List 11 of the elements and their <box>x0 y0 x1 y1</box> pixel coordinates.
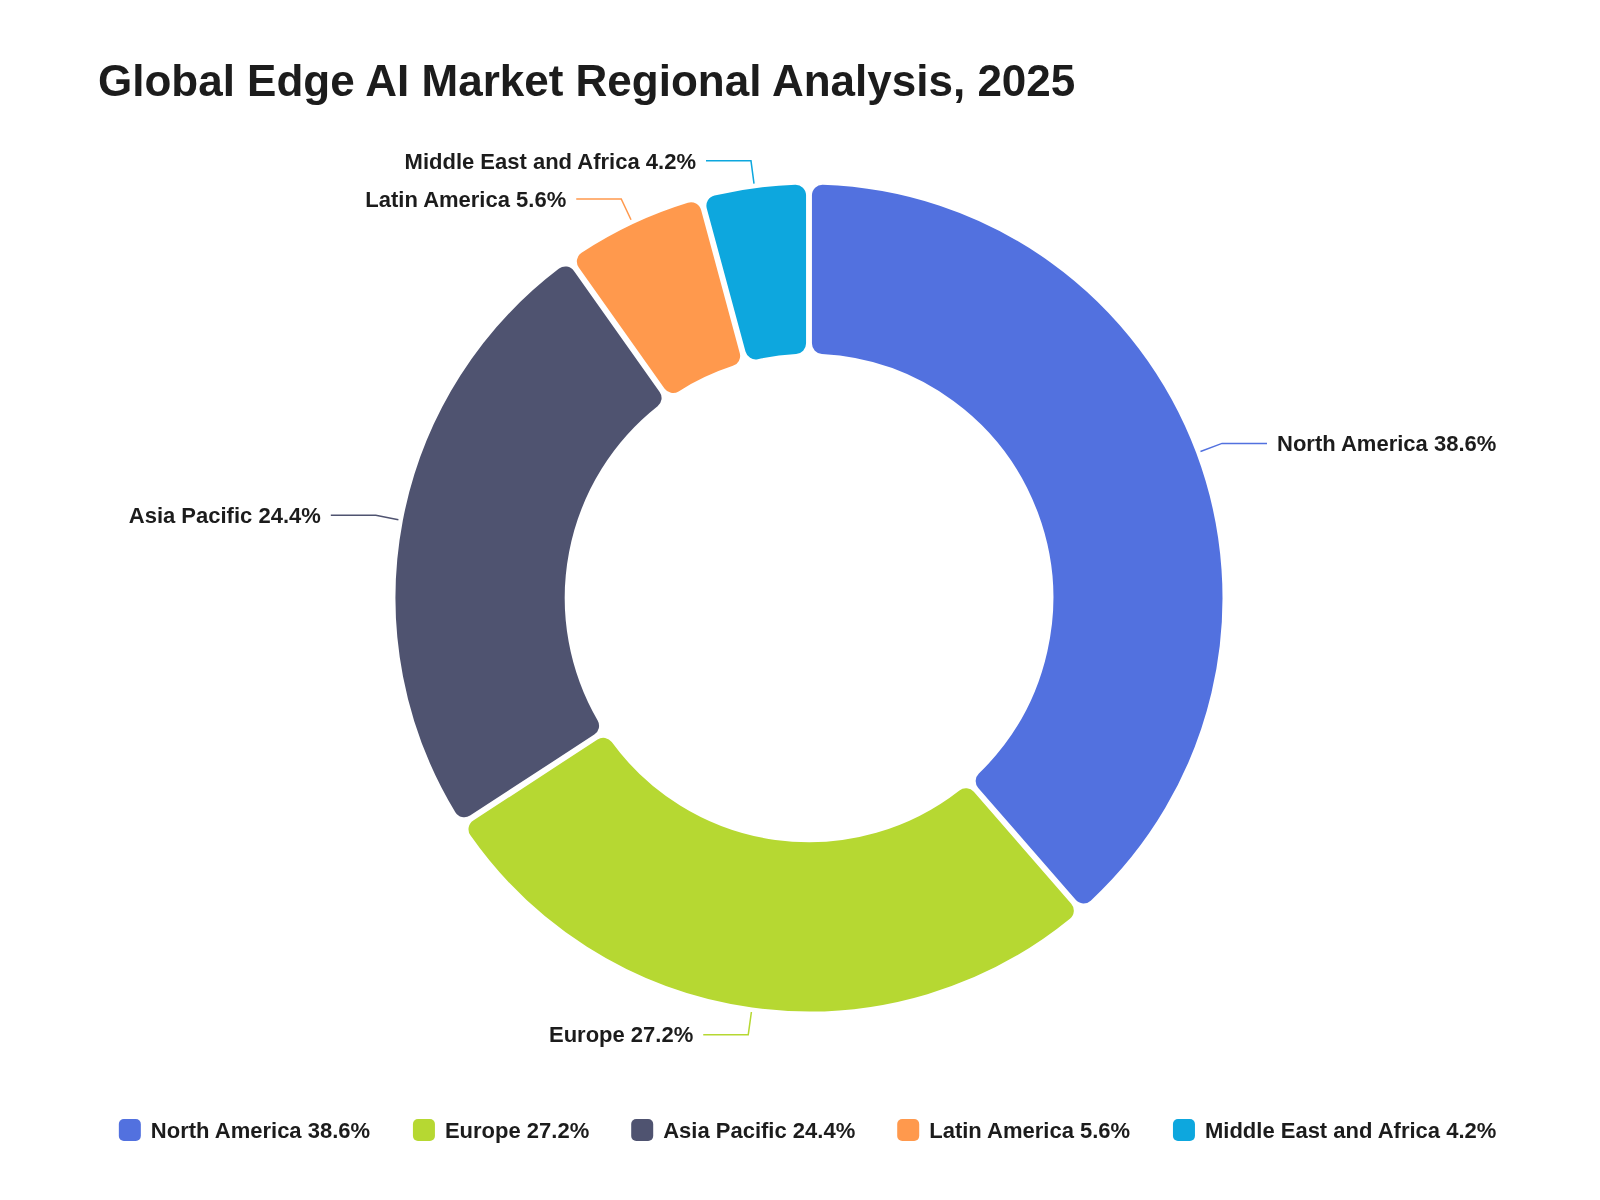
legend-label: North America 38.6% <box>150 1117 371 1143</box>
legend-label: Asia Pacific 24.4% <box>663 1117 856 1143</box>
slice-label: Middle East and Africa 4.2% <box>404 148 696 174</box>
slice-label: North America 38.6% <box>1277 431 1497 457</box>
slice-label: Europe 27.2% <box>548 1022 694 1048</box>
chart-title: Global Edge AI Market Regional Analysis, 2025 <box>98 56 1076 105</box>
slice-label: Asia Pacific 24.4% <box>128 503 321 529</box>
legend-label: Latin America 5.6% <box>929 1117 1131 1143</box>
slice-label: Latin America 5.6% <box>365 186 567 212</box>
legend-label: Europe 27.2% <box>444 1117 590 1143</box>
legend-label: Middle East and Africa 4.2% <box>1204 1117 1497 1143</box>
